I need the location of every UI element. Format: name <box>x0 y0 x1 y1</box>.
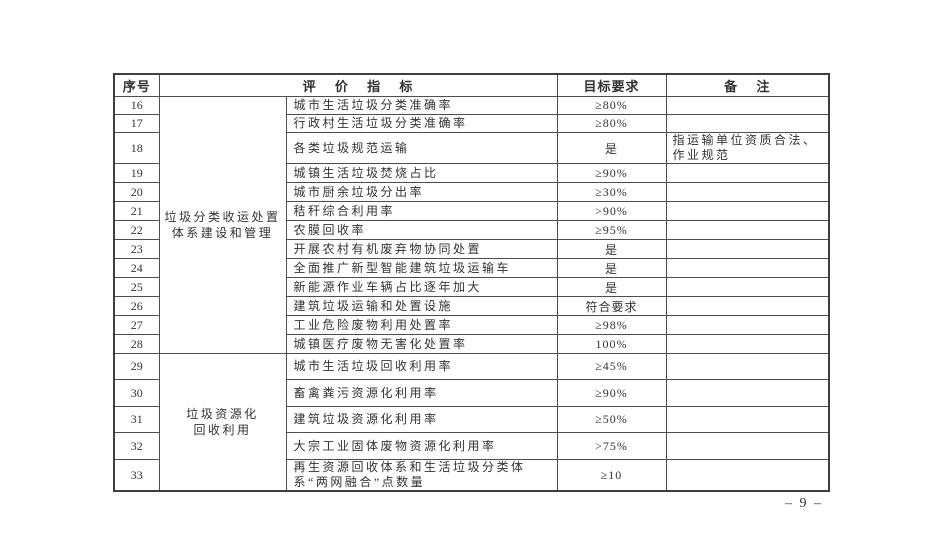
indicator-cell: 秸秆综合利用率 <box>285 201 558 221</box>
indicator-cell: 全面推广新型智能建筑垃圾运输车 <box>285 258 558 278</box>
indicator-cell: 畜禽粪污资源化利用率 <box>285 379 558 407</box>
target-cell: 符合要求 <box>556 296 667 316</box>
remark-cell <box>665 163 830 183</box>
evaluation-indicators-table: 序号 评 价 指 标 目标要求 备 注 16 垃圾分类收运处置 体系建设和管理 … <box>113 73 831 492</box>
target-cell: ≥50% <box>556 406 667 433</box>
group-label-line: 垃圾资源化 <box>186 407 259 421</box>
table-row: 32 大宗工业固体废物资源化利用率 >75% <box>113 432 830 460</box>
row-no: 18 <box>113 132 160 164</box>
table-row: 18 各类垃圾规范运输 是 指运输单位资质合法、作业规范 <box>113 132 830 164</box>
row-no: 27 <box>113 315 160 335</box>
table-row: 25 新能源作业车辆占比逐年加大 是 <box>113 277 830 297</box>
indicator-cell: 新能源作业车辆占比逐年加大 <box>285 277 558 297</box>
remark-cell <box>665 296 830 316</box>
indicator-cell: 城市生活垃圾回收利用率 <box>285 353 558 380</box>
remark-cell <box>665 379 830 407</box>
target-cell: 100% <box>556 334 667 354</box>
row-no: 19 <box>113 163 160 183</box>
indicator-cell: 各类垃圾规范运输 <box>285 132 558 164</box>
group-label-line: 体系建设和管理 <box>171 226 274 240</box>
target-cell: >75% <box>556 432 667 460</box>
remark-cell <box>665 315 830 335</box>
table-row: 21 秸秆综合利用率 >90% <box>113 201 830 221</box>
remark-cell: 指运输单位资质合法、作业规范 <box>665 132 830 164</box>
group-cell-collection-system: 垃圾分类收运处置 体系建设和管理 <box>158 96 287 354</box>
table-row: 19 城镇生活垃圾焚烧占比 ≥90% <box>113 163 830 183</box>
indicator-cell: 城市生活垃圾分类准确率 <box>285 96 558 115</box>
row-no: 17 <box>113 114 160 133</box>
indicator-cell: 建筑垃圾运输和处置设施 <box>285 296 558 316</box>
remark-cell <box>665 96 830 115</box>
row-no: 26 <box>113 296 160 316</box>
target-cell: 是 <box>556 132 667 164</box>
remark-cell <box>665 459 830 492</box>
target-cell: ≥30% <box>556 182 667 202</box>
row-no: 28 <box>113 334 160 354</box>
row-no: 16 <box>113 96 160 115</box>
target-cell: 是 <box>556 239 667 259</box>
indicator-cell: 城市厨余垃圾分出率 <box>285 182 558 202</box>
remark-cell <box>665 334 830 354</box>
row-no: 32 <box>113 432 160 460</box>
row-no: 31 <box>113 406 160 433</box>
table-row: 22 农膜回收率 ≥95% <box>113 220 830 240</box>
row-no: 30 <box>113 379 160 407</box>
group-label-line: 垃圾分类收运处置 <box>164 210 281 224</box>
remark-cell <box>665 182 830 202</box>
remark-cell <box>665 406 830 433</box>
row-no: 22 <box>113 220 160 240</box>
target-cell: 是 <box>556 258 667 278</box>
indicator-cell: 大宗工业固体废物资源化利用率 <box>285 432 558 460</box>
indicator-cell: 行政村生活垃圾分类准确率 <box>285 114 558 133</box>
table-row: 28 城镇医疗废物无害化处置率 100% <box>113 334 830 354</box>
row-no: 23 <box>113 239 160 259</box>
remark-cell <box>665 353 830 380</box>
table-row: 26 建筑垃圾运输和处置设施 符合要求 <box>113 296 830 316</box>
remark-cell <box>665 220 830 240</box>
indicator-cell: 工业危险废物利用处置率 <box>285 315 558 335</box>
target-cell: >90% <box>556 201 667 221</box>
indicator-cell: 农膜回收率 <box>285 220 558 240</box>
indicator-cell: 再生资源回收体系和生活垃圾分类体系“两网融合”点数量 <box>285 459 558 492</box>
table-row: 33 再生资源回收体系和生活垃圾分类体系“两网融合”点数量 ≥10 <box>113 459 830 492</box>
remark-cell <box>665 239 830 259</box>
indicator-cell: 建筑垃圾资源化利用率 <box>285 406 558 433</box>
remark-cell <box>665 114 830 133</box>
table-row: 29 垃圾资源化 回收利用 城市生活垃圾回收利用率 ≥45% <box>113 353 830 492</box>
indicator-cell: 城镇生活垃圾焚烧占比 <box>285 163 558 183</box>
table-row: 27 工业危险废物利用处置率 ≥98% <box>113 315 830 335</box>
row-no: 21 <box>113 201 160 221</box>
target-cell: ≥80% <box>556 96 667 115</box>
target-cell: ≥10 <box>556 459 667 492</box>
remark-cell <box>665 277 830 297</box>
target-cell: ≥98% <box>556 315 667 335</box>
target-cell: ≥45% <box>556 353 667 380</box>
target-cell: ≥90% <box>556 379 667 407</box>
target-cell: ≥95% <box>556 220 667 240</box>
table-row: 30 畜禽粪污资源化利用率 ≥90% <box>113 379 830 407</box>
header-no: 序号 <box>113 73 160 97</box>
indicator-cell: 开展农村有机废弃物协同处置 <box>285 239 558 259</box>
header-target: 目标要求 <box>556 73 667 97</box>
remark-cell <box>665 201 830 221</box>
page-number: – 9 – <box>785 496 823 511</box>
target-cell: 是 <box>556 277 667 297</box>
remark-cell <box>665 258 830 278</box>
group-label-line: 回收利用 <box>193 423 252 437</box>
table-row: 16 垃圾分类收运处置 体系建设和管理 城市生活垃圾分类准确率 ≥80% <box>113 96 830 354</box>
row-no: 29 <box>113 353 160 380</box>
remark-cell <box>665 432 830 460</box>
target-cell: ≥80% <box>556 114 667 133</box>
row-no: 25 <box>113 277 160 297</box>
table-row: 23 开展农村有机废弃物协同处置 是 <box>113 239 830 259</box>
header-remark: 备 注 <box>665 73 830 97</box>
table-header-row: 序号 评 价 指 标 目标要求 备 注 <box>113 73 830 97</box>
group-cell-resource-recycling: 垃圾资源化 回收利用 <box>158 353 287 492</box>
indicator-cell: 城镇医疗废物无害化处置率 <box>285 334 558 354</box>
row-no: 20 <box>113 182 160 202</box>
target-cell: ≥90% <box>556 163 667 183</box>
row-no: 33 <box>113 459 160 492</box>
row-no: 24 <box>113 258 160 278</box>
header-indicator: 评 价 指 标 <box>158 73 558 97</box>
